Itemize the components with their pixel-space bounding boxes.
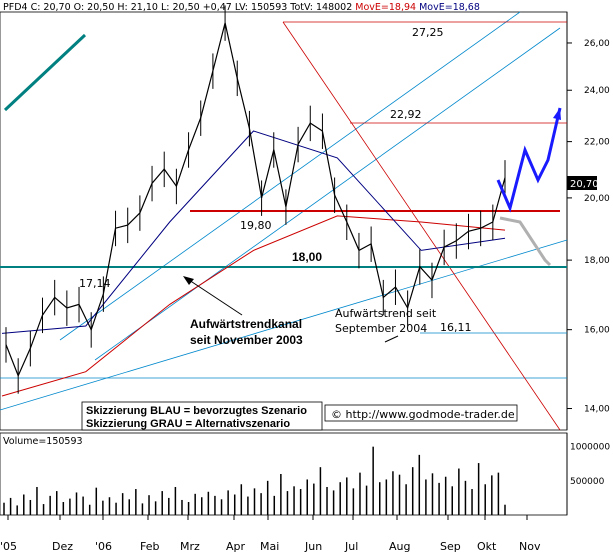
x-tick-label: Sep <box>440 540 461 553</box>
channel-arrowhead <box>183 276 194 285</box>
downtrend-line-red <box>282 21 561 431</box>
label-1714: 17,14 <box>79 277 111 290</box>
x-tick-label: Okt <box>477 540 497 553</box>
x-tick-label: Mai <box>260 540 279 553</box>
price-y-ticks: 14,00 16,00 18,00 20,00 22,00 24,00 26,00 <box>567 39 610 415</box>
moving-average-blue-line <box>1 130 506 334</box>
scenario-blue-arrowhead <box>553 108 561 120</box>
channel-upper-line <box>59 11 521 341</box>
x-tick-label: Nov <box>519 540 541 553</box>
x-tick-label: Dez <box>52 540 73 553</box>
trend-caption-line2: September 2004 <box>335 322 427 335</box>
volume-y-tick-label: 500000 <box>570 477 605 487</box>
channel-middle-line <box>94 27 561 361</box>
x-tick-label: Jun <box>304 540 322 553</box>
x-tick-label: '05 <box>0 540 17 553</box>
x-tick-label: Feb <box>140 540 159 553</box>
uptrend-sep-2004-line <box>0 239 568 411</box>
price-line <box>5 22 506 378</box>
price-y-tick-label: 26,00 <box>584 39 610 49</box>
legend-grey-text: Skizzierung GRAU = Alternativszenario <box>86 418 290 430</box>
header-movee-blue: MovE=18,68 <box>419 2 480 13</box>
copyright-box <box>324 404 518 422</box>
scenario-legend-box <box>81 401 323 431</box>
trend-arrow <box>384 335 399 343</box>
chart-header: PFD4 C: 20,70 O: 20,50 H: 21,10 L: 20,50… <box>3 2 480 13</box>
volume-y-tick-label: 1000000 <box>570 443 610 453</box>
label-1611: 16,11 <box>440 321 472 334</box>
trend-lines <box>0 11 568 431</box>
volume-y-ticks: 500000 1000000 <box>570 443 610 487</box>
channel-arrow <box>185 277 243 316</box>
scenario-grey-path <box>499 216 552 267</box>
volume-label: Volume=150593 <box>3 436 83 447</box>
price-y-tick-label: 24,00 <box>584 86 610 96</box>
label-2292: 22,92 <box>390 108 422 121</box>
teal-trend-segment <box>3 33 87 112</box>
price-y-tick-label: 18,00 <box>584 256 610 266</box>
label-2725: 27,25 <box>412 26 444 39</box>
volume-bars <box>3 446 506 515</box>
x-tick-label: Mrz <box>180 540 200 553</box>
volume-panel <box>0 432 568 516</box>
price-y-tick-label: 20,00 <box>584 194 610 204</box>
channel-caption-line2: seit November 2003 <box>190 333 303 347</box>
label-1800: 18,00 <box>292 250 322 264</box>
header-movee-red: MovE=18,94 <box>355 2 416 13</box>
channel-caption-line1: Aufwärtstrendkanal <box>190 317 302 331</box>
x-axis: '05 Dez '06 Feb Mrz Apr Mai Jun Jul Aug Sep Okt Nov <box>0 515 541 553</box>
x-tick-label: Jul <box>344 540 358 553</box>
x-tick-label: Apr <box>226 540 246 553</box>
price-y-tick-label: 22,00 <box>584 138 610 148</box>
label-1980: 19,80 <box>240 219 272 232</box>
price-bars <box>5 5 506 394</box>
x-tick-label: '06 <box>95 540 112 553</box>
x-tick-label: Aug <box>389 540 410 553</box>
price-y-tick-label: 14,00 <box>584 405 610 415</box>
price-y-tick-label: 16,00 <box>584 326 610 336</box>
price-panel <box>0 11 568 431</box>
copyright-text: © http://www.godmode-trader.de <box>331 408 515 421</box>
trend-caption-line1: Aufwärtstrend seit <box>335 307 437 320</box>
header-prefix: PFD4 C: 20,70 O: 20,50 H: 21,10 L: 20,50… <box>3 2 352 13</box>
legend-blue-text: Skizzierung BLAU = bevorzugtes Szenario <box>86 405 307 417</box>
moving-average-red-line <box>1 215 506 397</box>
last-price-text: 20,70 <box>570 179 599 190</box>
last-price-tag <box>567 176 597 190</box>
scenario-blue-path <box>496 107 562 213</box>
